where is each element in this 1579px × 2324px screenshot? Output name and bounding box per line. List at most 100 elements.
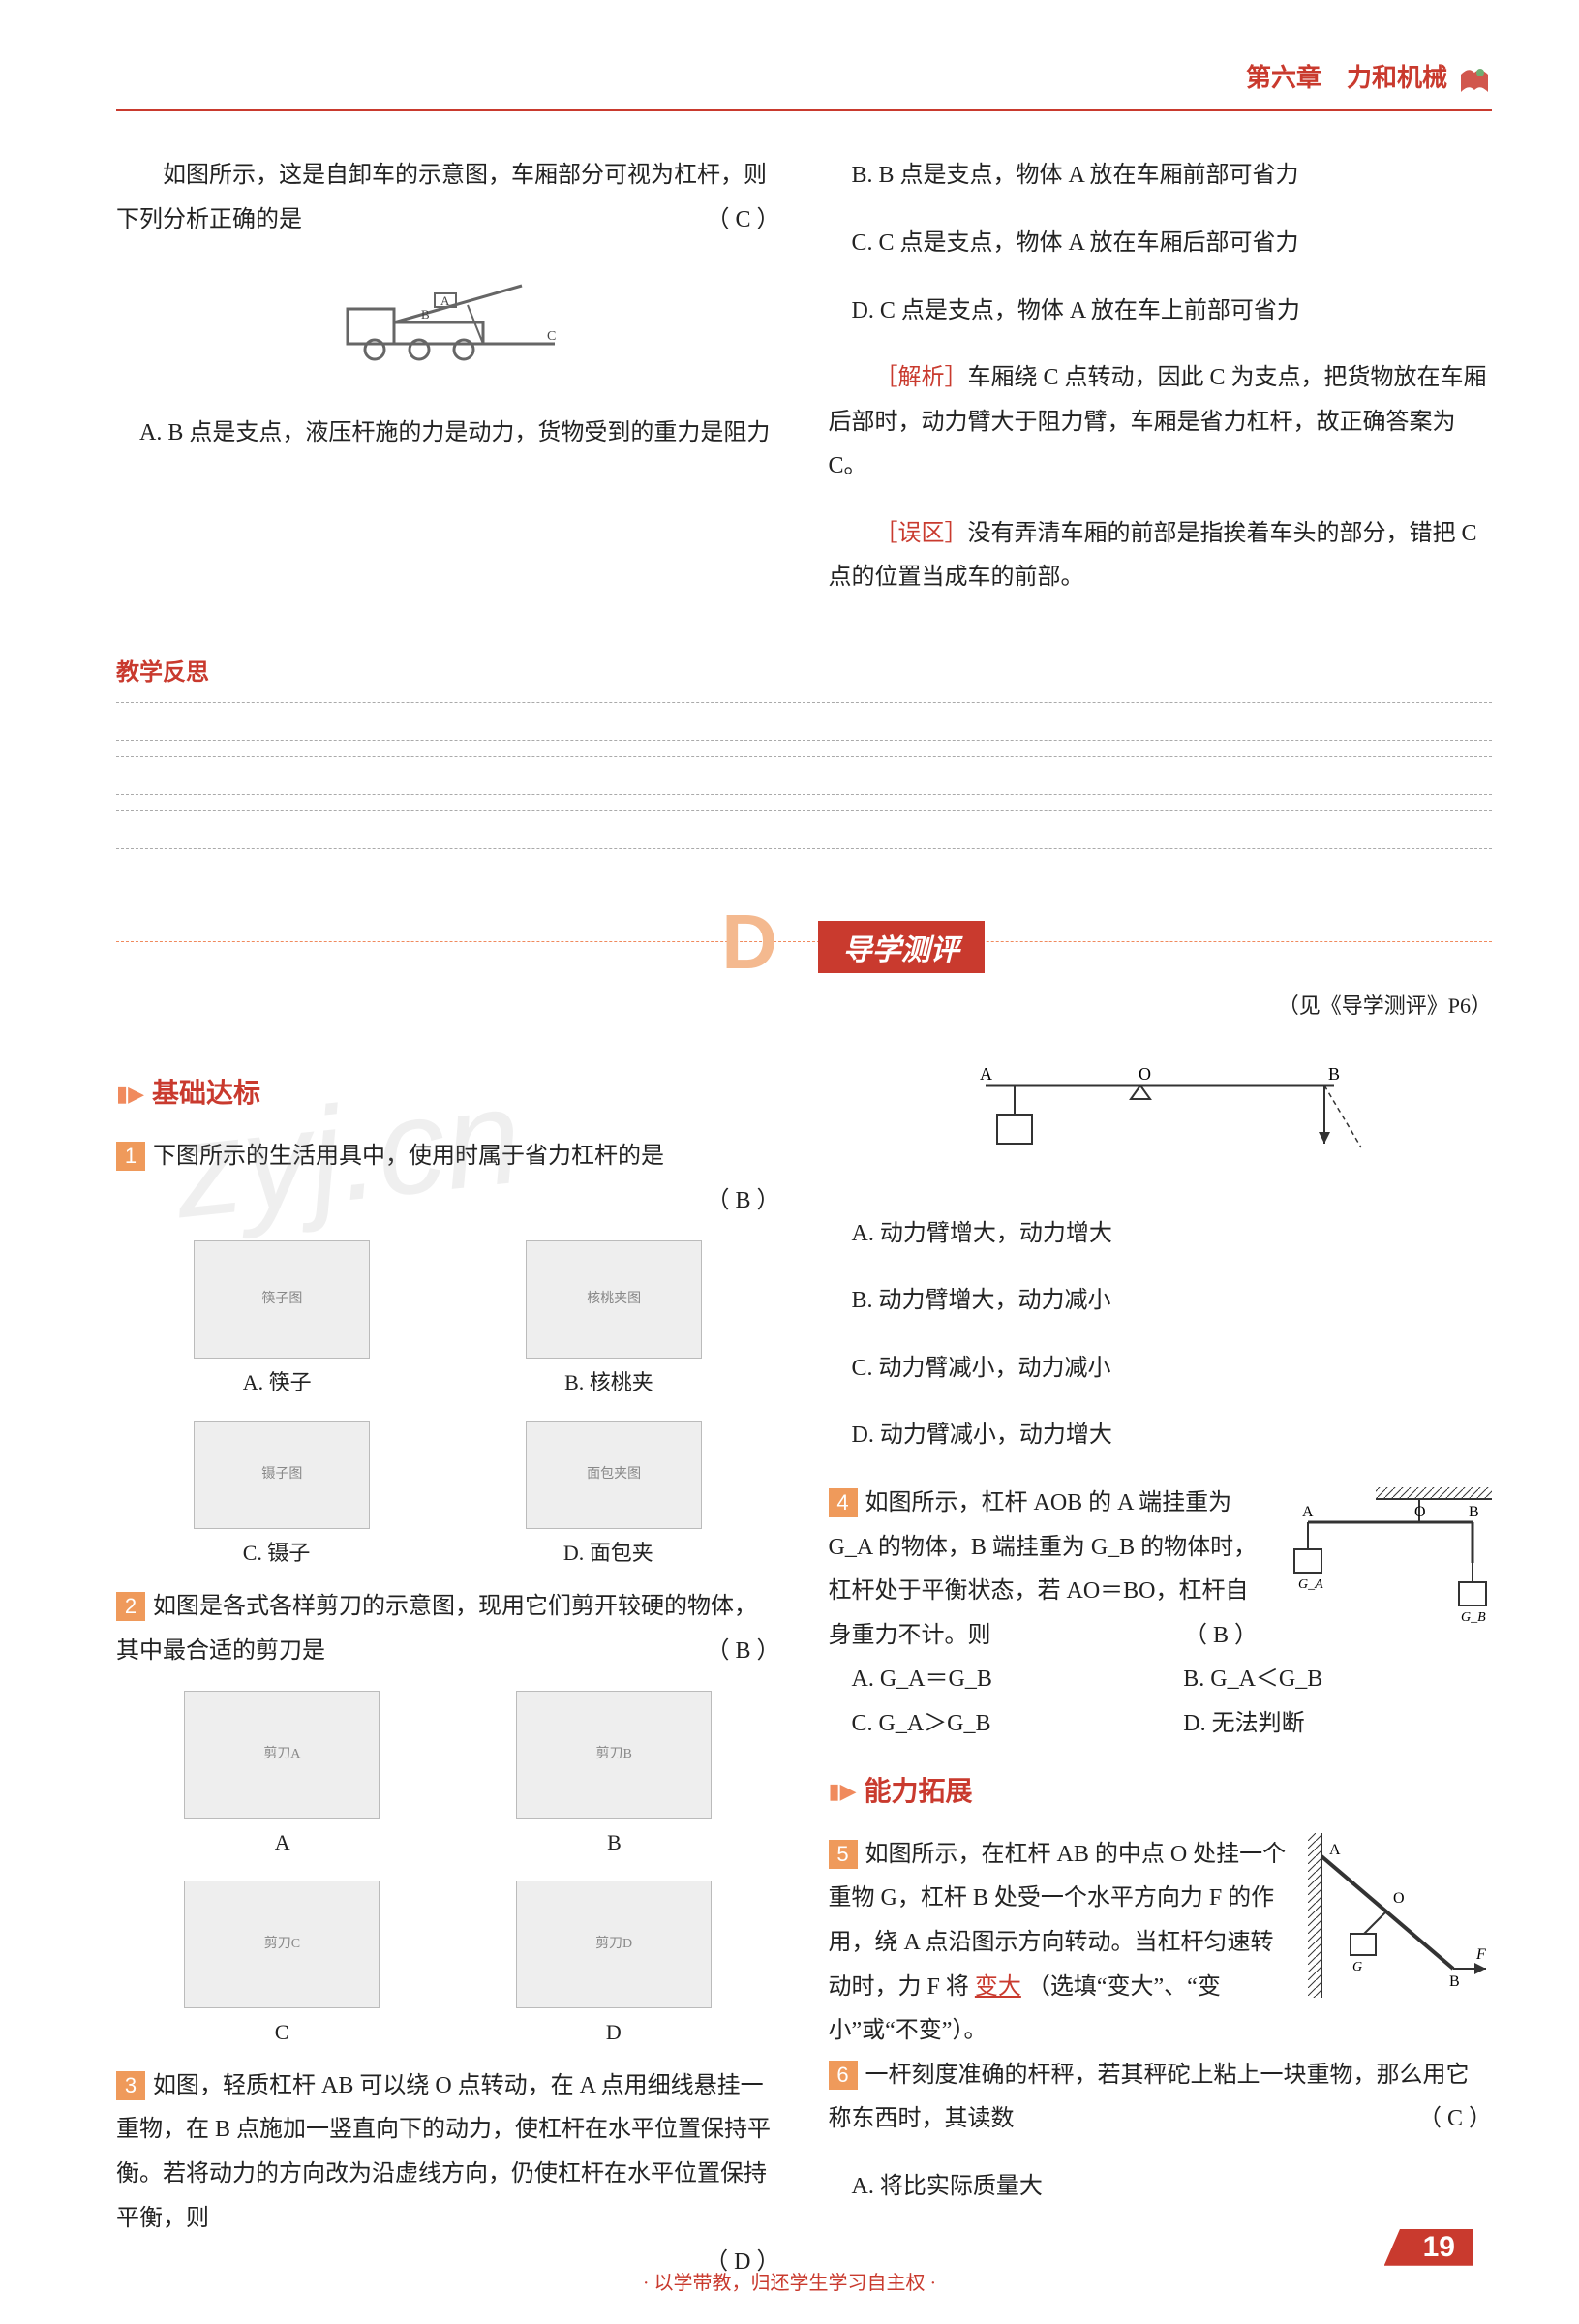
subhead-basic-text: 基础达标 [152,1068,260,1119]
truck-diagram: A B C [116,266,780,389]
q3: 3如图，轻质杠杆 AB 可以绕 O 点转动，在 A 点用细线悬挂一重物，在 B … [116,2064,780,2285]
chopsticks-image: 筷子图 [194,1240,370,1359]
q5: A O B G F 5如图所示，在杠杆 AB 的中点 O 处挂一个重物 G，杠杆… [829,1833,1493,2054]
q1-cap-c: C. 镊子 [243,1533,311,1574]
top-answer: （ C ） [659,199,779,243]
analysis-label: ［解析］ [875,365,968,390]
svg-text:F: F [1475,1946,1486,1963]
q4: A O B G_A G_B 4如图所示，杠杆 AOB 的 A 端挂重为 G_A … [829,1482,1493,1747]
top-option-c: C. C 点是支点，物体 A 放在车厢后部可省力 [829,222,1493,266]
q4-opt-d: D. 无法判断 [1160,1702,1492,1747]
subhead-ability: ▮▶ 能力拓展 [829,1766,1493,1818]
q2-num: 2 [116,1592,145,1621]
top-option-d: D. C 点是支点，物体 A 放在车上前部可省力 [829,290,1493,334]
q6-num: 6 [829,2061,858,2090]
subhead-basic: ▮▶ 基础达标 [116,1068,780,1119]
q6: 6一杆刻度准确的杆秤，若其秤砣上粘上一块重物，那么用它称东西时，其读数 （ C … [829,2054,1493,2210]
svg-text:C: C [547,329,556,344]
q3-num: 3 [116,2071,145,2100]
q5-blank: 变大 [975,1974,1021,2000]
problems-right: A O B A. 动力臂增大，动力增大 B. 动力臂增大，动力减小 C. 动力臂… [829,1049,1493,2285]
q4-num: 4 [829,1488,858,1517]
mistake: ［误区］没有弄清车厢的前部是指挨着车头的部分，错把 C 点的位置当成车的前部。 [829,512,1493,600]
top-option-b: B. B 点是支点，物体 A 放在车厢前部可省力 [829,154,1493,199]
q4-options: A. G_A＝G_B B. G_A＜G_B C. G_A＞G_B D. 无法判断 [829,1658,1493,1746]
top-intro: 如图所示，这是自卸车的示意图，车厢部分可视为杠杆，则下列分析正确的是 （ C ） [116,154,780,242]
q2-cap-c: C [275,2012,289,2053]
top-two-col: 如图所示，这是自卸车的示意图，车厢部分可视为杠杆，则下列分析正确的是 （ C ）… [116,131,1492,624]
header: 第六章 力和机械 [116,58,1492,111]
svg-text:A: A [1329,1842,1341,1858]
q2-img-row2: 剪刀C 剪刀D [116,1881,780,2008]
svg-text:G: G [1352,1960,1362,1974]
q3-opt-b: B. 动力臂增大，动力减小 [829,1279,1493,1324]
q2-cap-a: A [275,1822,290,1863]
q2-cap-d: D [606,2012,622,2053]
svg-text:O: O [1414,1504,1426,1520]
page: 第六章 力和机械 如图所示，这是自卸车的示意图，车厢部分可视为杠杆，则下列分析正… [0,0,1579,2324]
bread-tongs-image: 面包夹图 [526,1421,702,1529]
q2-cap-row2: C D [116,2012,780,2053]
q6-opt-a: A. 将比实际质量大 [829,2165,1493,2210]
q1-answer: （ B ） [116,1179,780,1224]
svg-text:B: B [1449,1973,1460,1990]
top-option-a: A. B 点是支点，液压杆施的力是动力，货物受到的重力是阻力 [116,412,780,456]
footer-slogan: · 以学带教，归还学生学习自主权 · [0,2267,1579,2295]
svg-text:B: B [1469,1504,1479,1520]
reflect-line-1 [116,702,1492,741]
analysis: ［解析］车厢绕 C 点转动，因此 C 为支点，把货物放在车厢后部时，动力臂大于阻… [829,356,1493,489]
problems-two-col: ▮▶ 基础达标 1下图所示的生活用具中，使用时属于省力杠杆的是 （ B ） 筷子… [116,1049,1492,2285]
q3-opt-a: A. 动力臂增大，动力增大 [829,1212,1493,1257]
scissors-a-image: 剪刀A [184,1691,380,1819]
top-right-col: B. B 点是支点，物体 A 放在车厢前部可省力 C. C 点是支点，物体 A … [829,131,1493,624]
chapter-title: 第六章 力和机械 [1246,58,1447,94]
book-icon [1457,65,1492,100]
q5-diagram: A O B G F [1308,1833,1492,2014]
q1-img-row2: 镊子图 面包夹图 [116,1421,780,1529]
q6-answer: （ C ） [1418,2097,1492,2142]
q1-cap-a: A. 筷子 [243,1362,312,1403]
section-letter: D [721,898,777,987]
nutcracker-image: 核桃夹图 [526,1240,702,1359]
tweezers-image: 镊子图 [194,1421,370,1529]
scissors-c-image: 剪刀C [184,1881,380,2008]
section-ref: （见《导学测评》P6） [116,989,1492,1020]
q4-answer: （ B ） [1184,1614,1258,1659]
scissors-d-image: 剪刀D [516,1881,712,2008]
svg-text:O: O [1139,1064,1151,1084]
q1-cap-b: B. 核桃夹 [564,1362,653,1403]
svg-text:A: A [1302,1504,1314,1520]
svg-text:B: B [421,307,430,321]
q2-img-row1: 剪刀A 剪刀B [116,1691,780,1819]
q3-diagram: A O B [829,1056,1493,1189]
svg-text:A: A [980,1064,992,1084]
section-title: 导学测评 [818,921,985,973]
reflect-line-2 [116,756,1492,795]
svg-text:A: A [440,293,450,308]
q3-opt-d: D. 动力臂减小，动力增大 [829,1414,1493,1458]
scissors-b-image: 剪刀B [516,1691,712,1819]
q2-answer: （ B ） [706,1630,779,1674]
arrow-icon-2: ▮▶ [829,1771,857,1812]
subhead-ability-text: 能力拓展 [865,1766,973,1818]
section-divider: D 导学测评 [116,907,1492,975]
problems-left: ▮▶ 基础达标 1下图所示的生活用具中，使用时属于省力杠杆的是 （ B ） 筷子… [116,1049,780,2285]
q1-cap-row2: C. 镊子 D. 面包夹 [116,1533,780,1574]
q3-opt-c: C. 动力臂减小，动力减小 [829,1347,1493,1391]
q1-cap-d: D. 面包夹 [563,1533,653,1574]
q4-diagram: A O B G_A G_B [1269,1482,1492,1643]
q1: 1下图所示的生活用具中，使用时属于省力杠杆的是 （ B ） 筷子图 核桃夹图 A… [116,1135,780,1574]
q4-opt-c: C. G_A＞G_B [829,1702,1161,1747]
svg-text:G_B: G_B [1461,1610,1486,1625]
reflect-line-3 [116,810,1492,849]
reflect-label: 教学反思 [116,653,1492,687]
q1-num: 1 [116,1142,145,1171]
q4-opt-b: B. G_A＜G_B [1160,1658,1492,1702]
q2-cap-b: B [607,1822,622,1863]
q5-num: 5 [829,1840,858,1869]
q1-cap-row1: A. 筷子 B. 核桃夹 [116,1362,780,1403]
mistake-label: ［误区］ [875,521,968,546]
svg-text:B: B [1328,1064,1340,1084]
q2: 2如图是各式各样剪刀的示意图，现用它们剪开较硬的物体，其中最合适的剪刀是 （ B… [116,1585,780,2053]
q4-opt-a: A. G_A＝G_B [829,1658,1161,1702]
